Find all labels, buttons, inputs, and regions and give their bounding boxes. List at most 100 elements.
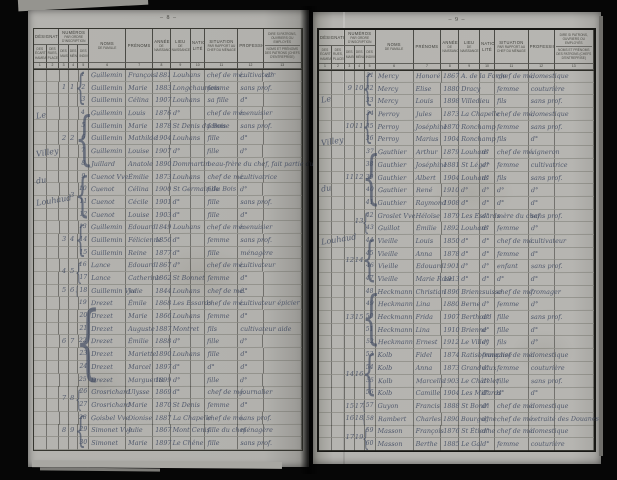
cell-menage bbox=[68, 170, 79, 184]
cell-nom: Lance bbox=[89, 259, 127, 273]
cell-patron bbox=[263, 183, 302, 197]
header-numeros-sub: des maisons bbox=[59, 45, 69, 63]
cell-designation-a bbox=[34, 233, 47, 247]
cell-annee: 1890 bbox=[441, 412, 460, 426]
cell-designation-b bbox=[331, 209, 345, 223]
cell-prenom: Louise bbox=[126, 145, 154, 158]
cell-lieu: Le Villey bbox=[459, 336, 489, 350]
cell-maison bbox=[59, 157, 69, 171]
cell-maison bbox=[59, 322, 69, 336]
cell-numero: 15 bbox=[78, 246, 90, 260]
cell-annee: 1908 bbox=[441, 196, 460, 210]
header-col-number: 4 bbox=[68, 63, 79, 69]
cell-maison bbox=[344, 234, 355, 248]
cell-annee: 1867 bbox=[153, 259, 172, 273]
cell-annee: 1892 bbox=[441, 222, 460, 235]
cell-lieu: d° bbox=[459, 273, 481, 286]
cell-designation-b bbox=[331, 336, 345, 350]
cell-prenom: Lina bbox=[413, 323, 442, 337]
cell-nationalite bbox=[190, 310, 206, 323]
cell-lieu: Louhans bbox=[170, 310, 200, 323]
cell-annee: 1879 bbox=[441, 209, 460, 223]
cell-situation: femme bbox=[494, 82, 529, 96]
cell-numero: 55 bbox=[364, 374, 376, 388]
cell-patron bbox=[263, 386, 302, 399]
cell-nationalite bbox=[480, 133, 495, 147]
cell-patron bbox=[554, 95, 594, 109]
cell-annee: 1874 bbox=[441, 349, 460, 362]
cell-prenom: Louise bbox=[126, 208, 154, 222]
cell-patron bbox=[554, 399, 594, 413]
header-sub-text: des écarts, hameaux bbox=[320, 48, 332, 61]
cell-lieu: d° bbox=[459, 196, 481, 210]
cell-numero: 40 bbox=[364, 184, 376, 197]
cell-nationalite: d° bbox=[480, 234, 495, 248]
cell-menage bbox=[354, 196, 365, 210]
header-sub-text: des ménages bbox=[355, 50, 364, 59]
cell-designation-b bbox=[46, 107, 60, 120]
cell-designation-b bbox=[331, 120, 345, 134]
cell-nom: Heckmann bbox=[375, 311, 414, 324]
cell-numero: 12 bbox=[78, 208, 90, 222]
header-sub-text: de naissance bbox=[442, 45, 460, 54]
cell-numero: 21 bbox=[78, 322, 90, 336]
cell-nationalite bbox=[190, 68, 206, 82]
cell-patron bbox=[263, 233, 302, 247]
cell-profession: sans prof. bbox=[528, 95, 562, 109]
cell-menage bbox=[354, 247, 365, 261]
page-edge-scrap-right bbox=[599, 16, 603, 456]
header-sub-text: des ménages bbox=[69, 49, 78, 58]
cell-designation-a bbox=[33, 183, 47, 196]
header-col-number: 12 bbox=[528, 64, 555, 70]
cell-profession: couturière bbox=[528, 361, 565, 375]
cell-nationalite bbox=[190, 348, 206, 361]
cell-situation: chef de mé. bbox=[494, 412, 535, 426]
cell-designation-a bbox=[34, 272, 47, 285]
cell-annee: 1878 bbox=[441, 247, 460, 261]
cell-nationalite bbox=[190, 259, 206, 273]
cell-designation-a bbox=[33, 259, 47, 273]
cell-profession: cultivatrice bbox=[528, 158, 568, 172]
cell-nom: Guillemin bbox=[89, 81, 127, 95]
cell-prenom: Louis bbox=[413, 234, 442, 248]
cell-nom: Guillemin bbox=[89, 106, 127, 120]
header-col-number: 7 bbox=[413, 64, 442, 70]
cell-maison bbox=[59, 284, 69, 298]
cell-lieu: d° bbox=[170, 259, 192, 273]
cell-patron bbox=[554, 387, 594, 400]
cell-annee: 1910 bbox=[441, 323, 460, 337]
cell-patron bbox=[554, 234, 594, 248]
cell-nom: Grosrichard bbox=[89, 398, 130, 412]
table-header: Désignation des écarts, hameauxdes rues, … bbox=[319, 30, 594, 71]
cell-maison bbox=[59, 233, 69, 247]
cell-profession: domestique bbox=[528, 349, 568, 362]
cell-designation-b bbox=[46, 119, 60, 133]
cell-lieu: Louhans bbox=[170, 348, 200, 361]
cell-prenom: Célina bbox=[126, 94, 154, 108]
header-title-text: Numéros bbox=[62, 29, 86, 35]
cell-prenom: Anna bbox=[413, 361, 442, 375]
cell-nom: Gauthier bbox=[375, 196, 414, 210]
cell-prenom: Marie bbox=[126, 436, 154, 450]
cell-nom: Kolb bbox=[375, 349, 414, 362]
cell-annee: 1868 bbox=[153, 297, 172, 311]
cell-designation-b bbox=[46, 132, 60, 146]
cell-designation-a bbox=[34, 398, 47, 412]
cell-situation: fils bbox=[494, 95, 529, 109]
cell-menage bbox=[354, 425, 365, 438]
cell-annee: 1912 bbox=[441, 336, 460, 350]
cell-patron bbox=[263, 157, 302, 171]
cell-situation: fils bbox=[205, 322, 239, 336]
cell-patron bbox=[554, 196, 594, 210]
cell-profession: domestique bbox=[528, 107, 568, 121]
cell-lieu: Les Essards bbox=[459, 209, 500, 223]
header-col-number: 10 bbox=[480, 64, 495, 70]
header-sub-text: des maisons bbox=[60, 49, 68, 58]
cell-profession: d° bbox=[528, 298, 555, 312]
cell-menage bbox=[68, 398, 79, 412]
cell-numero: 27 bbox=[78, 398, 90, 412]
cell-profession: cultivateur bbox=[528, 234, 566, 248]
cell-profession: domestique bbox=[528, 425, 568, 438]
cell-designation-a bbox=[319, 234, 332, 248]
